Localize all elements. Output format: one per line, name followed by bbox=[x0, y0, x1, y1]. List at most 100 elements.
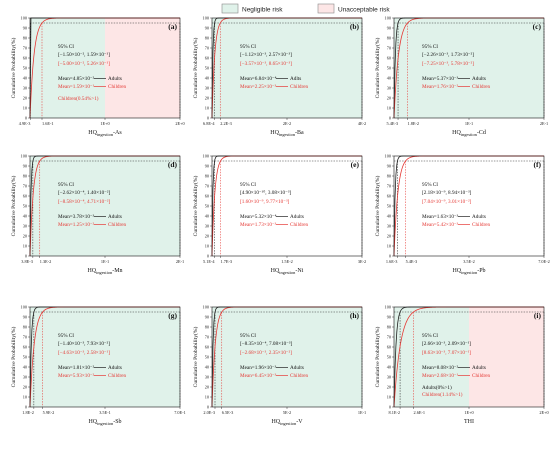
ci-children: [7.04×10⁻⁹, 3.01×10⁻²] bbox=[422, 199, 472, 205]
y-tick-label: 100 bbox=[21, 16, 27, 21]
mean-adults: Mean=6.84×10⁻⁴ bbox=[240, 76, 277, 82]
x-tick-label: 1E+0 bbox=[100, 121, 109, 126]
x-tick-label: 2.6E-1 bbox=[414, 410, 426, 415]
y-tick-label: 80 bbox=[23, 174, 27, 179]
exceedance-adults: Adults(0%>1) bbox=[422, 384, 452, 391]
panel-b: 0 10 20 30 40 50 60 70 80 90 100 6.8E-4 2.2E-3 2E-2 4E… bbox=[192, 16, 366, 137]
x-tick-label: 4.9E-3 bbox=[19, 121, 31, 126]
ci-title: 95% CI bbox=[58, 44, 74, 50]
legend-adults-label: Adults bbox=[290, 365, 304, 371]
mean-adults: Mean=5.37×10⁻³ bbox=[422, 76, 459, 82]
adults-curve bbox=[393, 155, 544, 257]
y-tick-label: 10 bbox=[205, 244, 209, 249]
y-tick-label: 40 bbox=[23, 214, 27, 219]
y-tick-label: 30 bbox=[387, 375, 391, 380]
y-tick-label: 30 bbox=[205, 224, 209, 229]
mean-children: Mean=1.25×10⁻² bbox=[58, 222, 95, 228]
y-tick-label: 80 bbox=[205, 174, 209, 179]
y-tick-label: 70 bbox=[387, 335, 391, 340]
x-tick-label: 5.9E-2 bbox=[43, 410, 55, 415]
x-tick-label: 3.5E-1 bbox=[99, 410, 111, 415]
ci-children: [−3.57×10⁻³, 8.65×10⁻³] bbox=[240, 61, 292, 67]
y-tick-label: 50 bbox=[387, 355, 391, 360]
legend-children-label: Children bbox=[108, 222, 127, 228]
x-tick-label: 2.2E-3 bbox=[220, 121, 232, 126]
y-tick-label: 100 bbox=[385, 154, 391, 159]
x-tick-label: 2E-2 bbox=[283, 121, 291, 126]
y-tick-label: 20 bbox=[23, 385, 27, 390]
children-curve bbox=[211, 155, 362, 257]
panel-h: 0 10 20 30 40 50 60 70 80 90 100 2.0E-3 6.5E-3 5E-2 1E… bbox=[192, 305, 366, 426]
children-curve bbox=[393, 155, 544, 257]
y-tick-label: 30 bbox=[23, 224, 27, 229]
mean-adults: Mean=1.81×10⁻² bbox=[58, 365, 95, 371]
x-tick-label: 3E-2 bbox=[358, 259, 366, 264]
y-tick-label: 0 bbox=[389, 405, 391, 410]
ci-adults: [2.66×10⁻³, 2.09×10⁻¹] bbox=[422, 341, 471, 347]
y-tick-label: 50 bbox=[23, 355, 27, 360]
legend-adults-label: Adults bbox=[108, 76, 122, 82]
y-tick-label: 80 bbox=[387, 36, 391, 41]
y-axis-label: Cumulative Probability(%) bbox=[10, 175, 17, 236]
y-tick-label: 20 bbox=[387, 234, 391, 239]
adults-curve bbox=[211, 155, 362, 257]
y-tick-label: 100 bbox=[385, 16, 391, 21]
legend-adults-label: Adults bbox=[472, 365, 486, 371]
x-tick-label: 6.5E-3 bbox=[222, 410, 234, 415]
y-axis-label: Cumulative Probability(%) bbox=[192, 37, 199, 98]
x-tick-label: 7.0E-1 bbox=[174, 410, 186, 415]
legend-unacceptable-swatch bbox=[317, 3, 335, 14]
y-tick-label: 30 bbox=[23, 375, 27, 380]
x-tick-label: 2E+0 bbox=[539, 410, 548, 415]
ci-title: 95% CI bbox=[240, 333, 256, 339]
y-tick-label: 80 bbox=[23, 36, 27, 41]
exceedance-children: Children(1.14%>1) bbox=[422, 391, 463, 398]
panel-g: 0 10 20 30 40 50 60 70 80 90 100 1.8E-2 5.9E-2 3.5E-1… bbox=[10, 305, 186, 426]
y-tick-label: 90 bbox=[205, 26, 209, 31]
ci-adults: [−8.35×10⁻⁴, 7.08×10⁻³] bbox=[240, 341, 292, 347]
x-tick-label: 5.4E-3 bbox=[406, 259, 418, 264]
legend-children-label: Children bbox=[290, 222, 309, 228]
legend-adults-label: Adults bbox=[472, 76, 486, 82]
y-tick-label: 70 bbox=[387, 184, 391, 189]
y-tick-label: 20 bbox=[23, 234, 27, 239]
mean-adults: Mean=5.32×10⁻⁴ bbox=[240, 214, 277, 220]
mean-children: Mean=1.76×10⁻² bbox=[422, 84, 459, 90]
x-tick-label: 1E-1 bbox=[101, 259, 109, 264]
ci-title: 95% CI bbox=[240, 182, 256, 188]
mean-children: Mean=1.59×10⁻¹ bbox=[58, 84, 95, 90]
y-tick-label: 70 bbox=[205, 46, 209, 51]
y-tick-label: 60 bbox=[23, 194, 27, 199]
y-axis-label: Cumulative Probability(%) bbox=[192, 175, 199, 236]
plot-frame bbox=[393, 155, 545, 257]
legend-children-label: Children bbox=[472, 222, 491, 228]
negligible-region bbox=[30, 18, 105, 118]
y-tick-label: 50 bbox=[205, 66, 209, 71]
x-axis-label: HQingestion-Ni bbox=[271, 268, 304, 275]
y-tick-label: 60 bbox=[387, 194, 391, 199]
legend-adults-label: Adults bbox=[290, 214, 304, 220]
y-tick-label: 10 bbox=[205, 106, 209, 111]
mean-children: Mean=2.68×10⁻¹ bbox=[422, 373, 459, 379]
y-tick-label: 60 bbox=[23, 56, 27, 61]
y-tick-label: 30 bbox=[23, 86, 27, 91]
y-tick-label: 90 bbox=[23, 164, 27, 169]
y-tick-label: 10 bbox=[387, 106, 391, 111]
y-axis-label: Cumulative Probability(%) bbox=[192, 326, 199, 387]
unacceptable-region bbox=[469, 307, 544, 407]
mean-children: Mean=5.42×10⁻³ bbox=[422, 222, 459, 228]
unacceptable-region bbox=[105, 18, 180, 118]
y-tick-label: 20 bbox=[205, 96, 209, 101]
x-axis-label: HQingestion-Ba bbox=[270, 130, 304, 137]
legend-children-label: Children bbox=[472, 84, 491, 90]
y-tick-label: 100 bbox=[203, 305, 209, 310]
negligible-region bbox=[30, 307, 180, 407]
y-tick-label: 50 bbox=[205, 204, 209, 209]
y-tick-label: 20 bbox=[387, 385, 391, 390]
legend-children-label: Children bbox=[290, 373, 309, 379]
ci-title: 95% CI bbox=[422, 182, 438, 188]
y-tick-label: 50 bbox=[23, 66, 27, 71]
legend-unacceptable-label: Unacceptable risk bbox=[338, 7, 390, 14]
mean-children: Mean=2.25×10⁻³ bbox=[240, 84, 277, 90]
